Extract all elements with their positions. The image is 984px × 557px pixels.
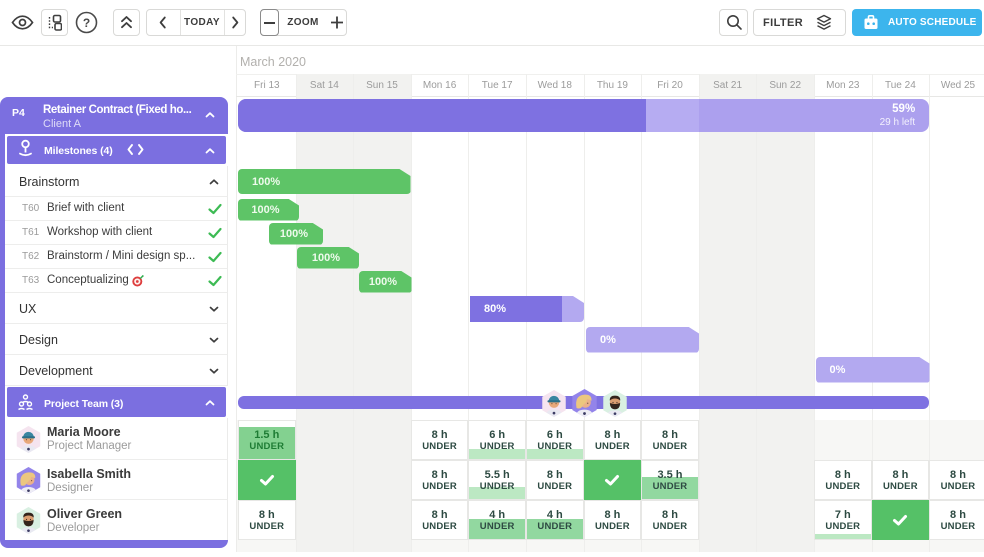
svg-text:?: ? — [83, 16, 90, 30]
